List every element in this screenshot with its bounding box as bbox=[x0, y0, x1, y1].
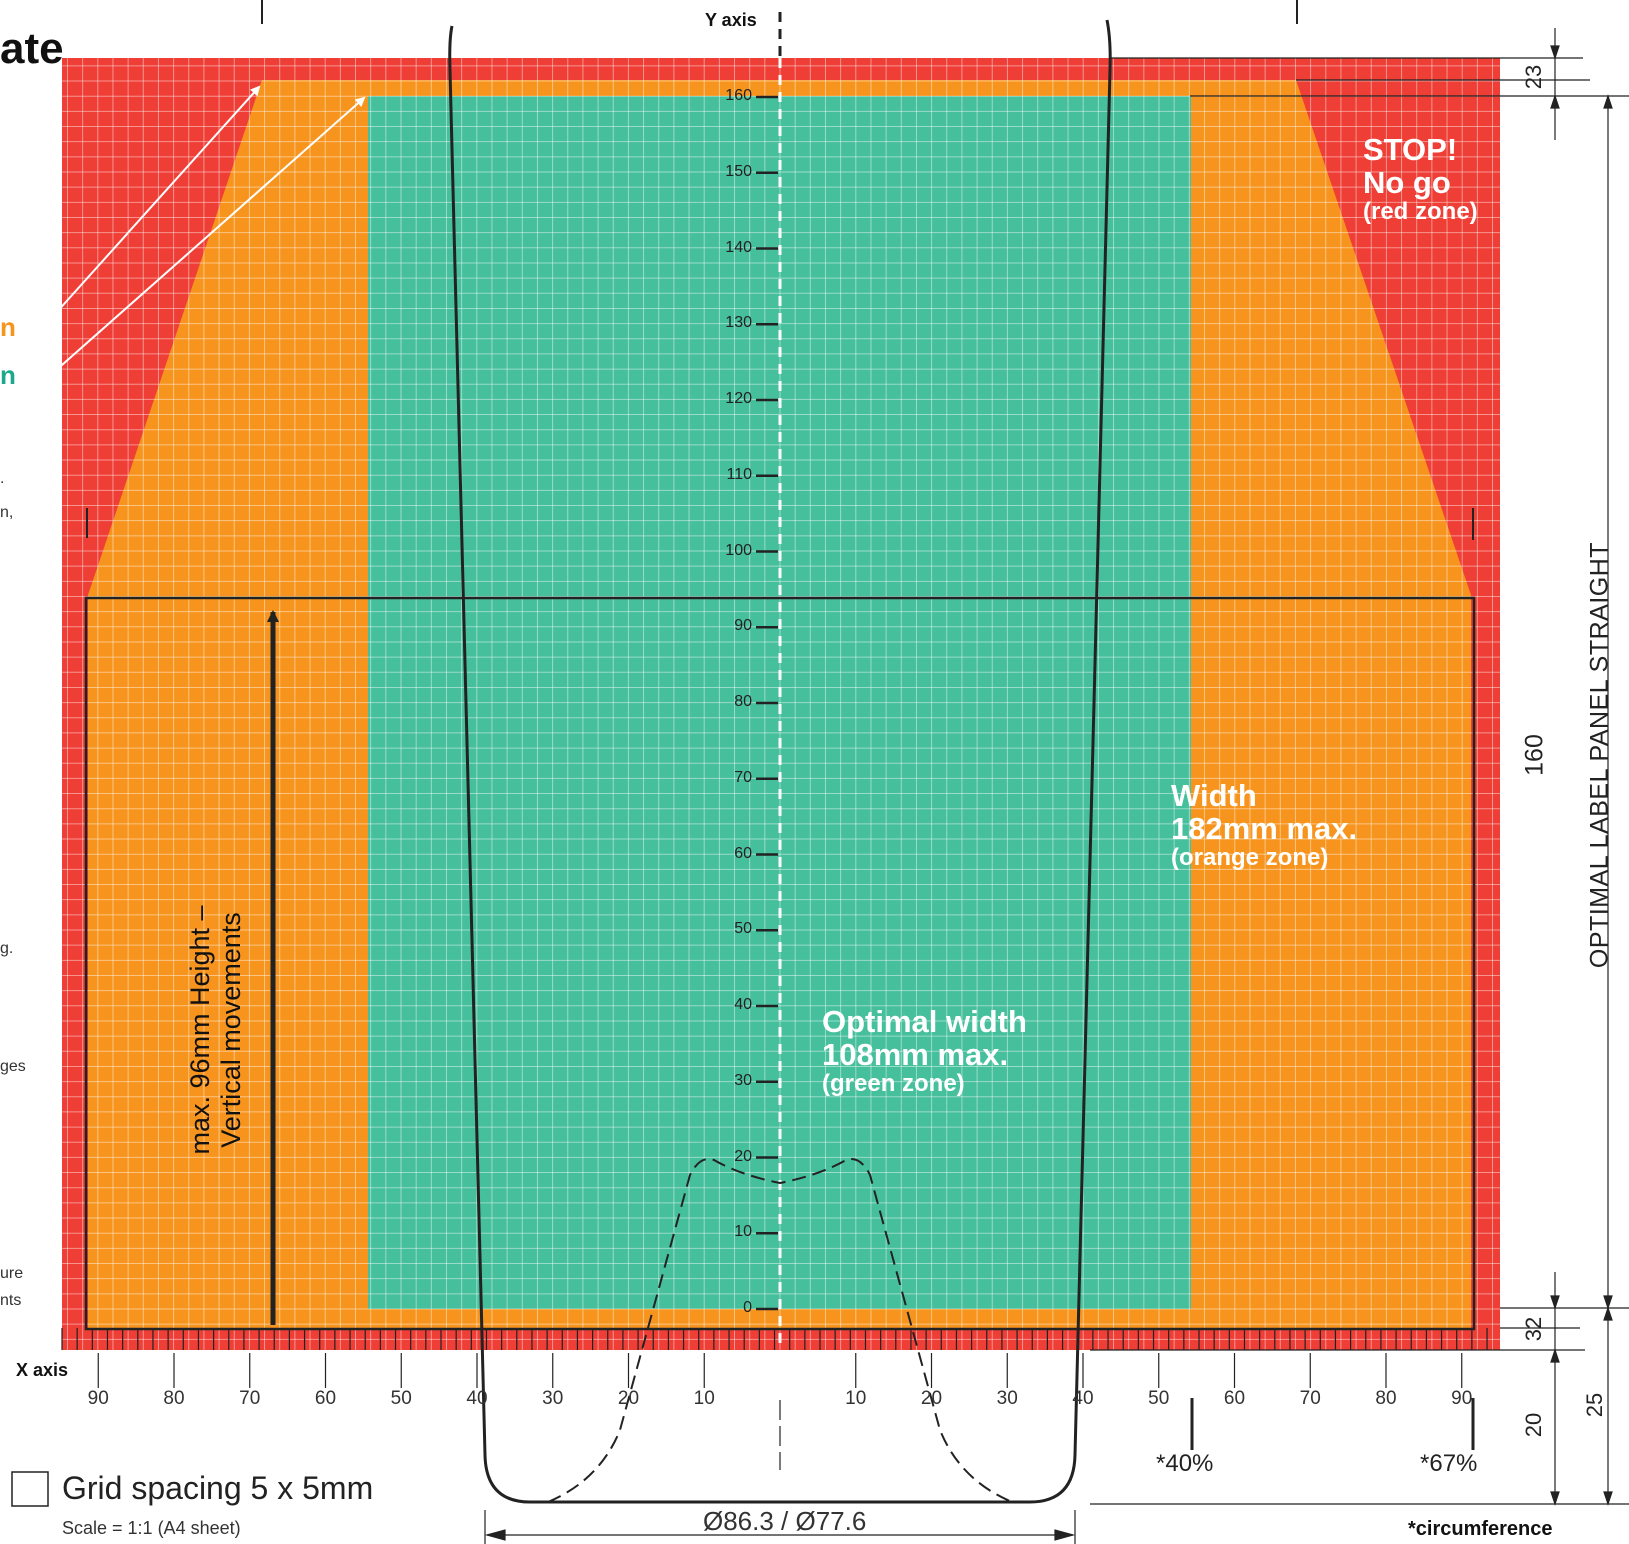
orange-zone-line1: Width bbox=[1171, 778, 1257, 813]
orange-zone-line3: (orange zone) bbox=[1171, 844, 1329, 872]
orange-arrow bbox=[37, 85, 261, 334]
y-axis-label: Y axis bbox=[705, 10, 757, 30]
x-tick-label: 30 bbox=[996, 1388, 1018, 1409]
dim-25-value: 25 bbox=[1582, 1392, 1607, 1418]
green-arrow bbox=[44, 96, 366, 381]
left-text-fragment: n bbox=[0, 360, 16, 390]
x-tick-label: 10 bbox=[845, 1388, 867, 1409]
dim-top-value: 23 bbox=[1521, 64, 1546, 90]
dim-bottom-value: 32 bbox=[1521, 1316, 1546, 1342]
green-zone-label: Optimal width 108mm max. (green zone) bbox=[822, 1004, 1027, 1098]
y-tick-label: 0 bbox=[743, 1299, 752, 1316]
y-axis-ticks bbox=[756, 95, 778, 1311]
left-text-fragment: ure bbox=[0, 1265, 24, 1282]
x-tick-label: 60 bbox=[1223, 1388, 1246, 1409]
y-tick-label: 70 bbox=[734, 768, 752, 786]
y-tick-label: 40 bbox=[734, 996, 752, 1013]
x-tick-label: 60 bbox=[314, 1388, 337, 1409]
x-tick-label: 50 bbox=[1148, 1388, 1170, 1409]
left-text-fragment: n, bbox=[0, 504, 14, 521]
y-tick-label: 100 bbox=[725, 541, 752, 559]
title-fragment: ate bbox=[0, 24, 64, 73]
x-tick-label: 90 bbox=[1451, 1388, 1473, 1409]
x-tick-label: 10 bbox=[693, 1388, 715, 1409]
grid-spacing-legend: Grid spacing 5 x 5mm bbox=[62, 1470, 374, 1506]
y-tick-label: 80 bbox=[734, 693, 752, 710]
green-zone-line1: Optimal width bbox=[822, 1004, 1027, 1039]
circ-40-label: *40% bbox=[1156, 1450, 1214, 1477]
red-zone-line2: No go bbox=[1363, 164, 1451, 200]
optimal-panel-label: OPTIMAL LABEL PANEL STRAIGHT bbox=[1585, 541, 1614, 969]
dim-20-value: 20 bbox=[1521, 1412, 1546, 1438]
x-tick-label: 90 bbox=[87, 1388, 109, 1409]
bottle-outline bbox=[448, 19, 1112, 1504]
bottle-base-dashed bbox=[547, 1158, 1013, 1503]
height-label-line1: max. 96mm Height – bbox=[184, 905, 215, 1155]
red-zone-line1: STOP! bbox=[1363, 132, 1458, 167]
max-height-box bbox=[84, 596, 1476, 1331]
left-text-fragment: nts bbox=[0, 1292, 22, 1309]
x-axis-ticks bbox=[97, 1353, 1463, 1388]
height-label: max. 96mm Height – Vertical movements bbox=[185, 905, 247, 1154]
y-tick-label: 130 bbox=[725, 314, 752, 332]
y-tick-label: 30 bbox=[734, 1071, 752, 1089]
y-tick-label: 110 bbox=[726, 465, 752, 483]
diameter-dimension bbox=[484, 1510, 1076, 1544]
circ-67-label: *67% bbox=[1420, 1450, 1478, 1477]
left-text-fragment: g. bbox=[0, 940, 14, 957]
x-tick-label: 20 bbox=[617, 1388, 640, 1409]
x-tick-label: 70 bbox=[1299, 1388, 1321, 1409]
y-tick-label: 20 bbox=[734, 1147, 752, 1165]
x-tick-label: 40 bbox=[1072, 1388, 1094, 1409]
orange-zone-label: Width 182mm max. (orange zone) bbox=[1171, 778, 1358, 872]
right-dimensions bbox=[1090, 28, 1629, 1506]
x-tick-label: 50 bbox=[390, 1388, 412, 1409]
left-text-fragment: ges bbox=[0, 1058, 26, 1075]
height-label-line2: Vertical movements bbox=[216, 912, 246, 1148]
y-tick-label: 140 bbox=[725, 238, 752, 256]
y-tick-label: 10 bbox=[734, 1223, 752, 1241]
x-axis-label: X axis bbox=[16, 1360, 69, 1380]
orange-zone-line2: 182mm max. bbox=[1171, 810, 1358, 846]
diameter-label: Ø86.3 / Ø77.6 bbox=[703, 1506, 867, 1536]
x-tick-label: 20 bbox=[920, 1388, 943, 1409]
x-tick-label: 40 bbox=[466, 1388, 488, 1409]
green-zone-line2: 108mm max. bbox=[822, 1036, 1009, 1072]
circumference-footnote: *circumference bbox=[1408, 1518, 1553, 1540]
y-tick-label: 150 bbox=[725, 162, 752, 180]
red-zone-line3: (red zone) bbox=[1363, 198, 1478, 226]
y-tick-label: 160 bbox=[725, 87, 752, 104]
y-tick-label: 90 bbox=[734, 617, 752, 635]
green-zone-line3: (green zone) bbox=[822, 1070, 965, 1098]
x-tick-label: 80 bbox=[163, 1388, 185, 1409]
red-zone-label: STOP! No go (red zone) bbox=[1363, 132, 1478, 226]
left-text-fragment: n bbox=[0, 312, 16, 342]
bottom-band-ticks bbox=[61, 1328, 1488, 1350]
scale-legend: Scale = 1:1 (A4 sheet) bbox=[62, 1518, 241, 1538]
y-tick-label: 60 bbox=[734, 844, 752, 862]
x-tick-label: 80 bbox=[1375, 1388, 1397, 1409]
panel-height-value: 160 bbox=[1520, 734, 1549, 776]
grid-legend-box bbox=[11, 1471, 49, 1507]
x-tick-label: 30 bbox=[542, 1388, 564, 1409]
y-tick-label: 120 bbox=[725, 390, 752, 407]
y-tick-label: 50 bbox=[734, 920, 752, 938]
x-tick-label: 70 bbox=[239, 1388, 261, 1409]
left-text-fragment: . bbox=[0, 470, 5, 487]
